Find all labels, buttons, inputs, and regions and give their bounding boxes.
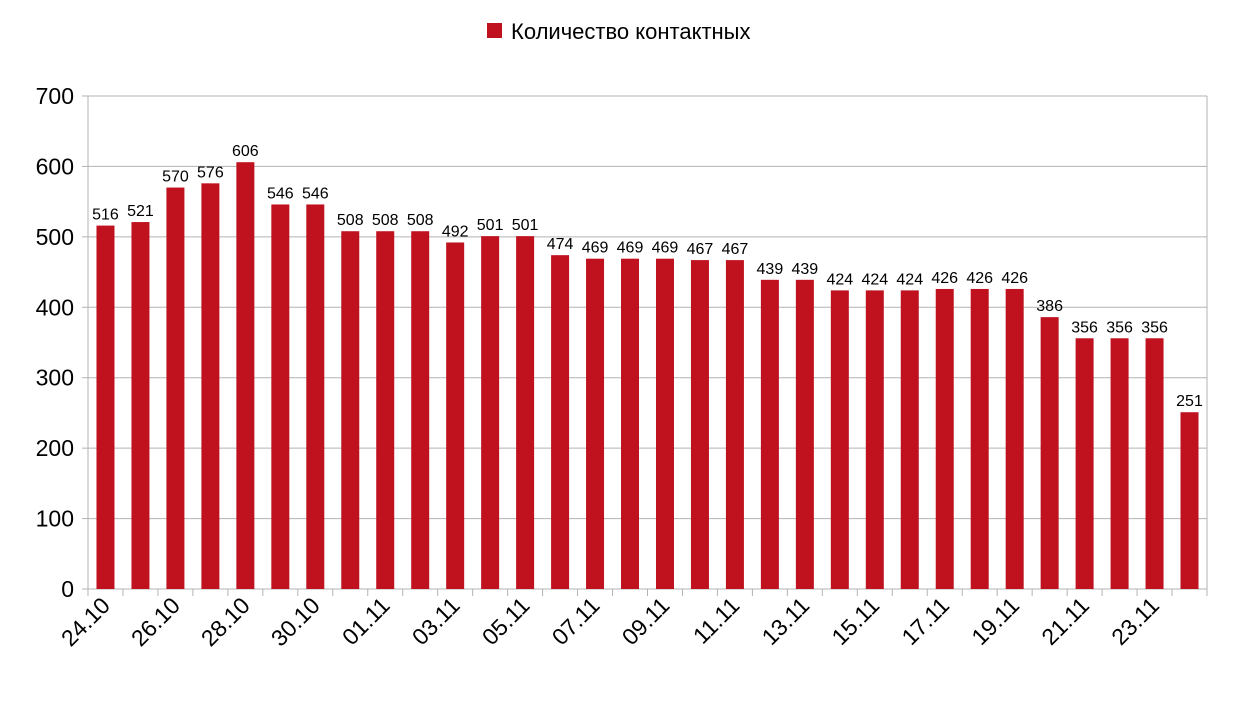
data-label-16.11: 424 bbox=[896, 271, 923, 288]
data-label-10.11: 467 bbox=[687, 241, 714, 258]
data-label-09.11: 469 bbox=[652, 240, 679, 257]
bar-13.11 bbox=[795, 279, 814, 589]
x-tick-label-10: 13.11 bbox=[757, 592, 815, 650]
x-tick-label-12: 17.11 bbox=[896, 592, 954, 650]
data-label-14.11: 424 bbox=[826, 271, 853, 288]
bar-11.11 bbox=[725, 260, 744, 589]
x-tick-label-8: 09.11 bbox=[617, 592, 675, 650]
data-label-27.10: 576 bbox=[197, 164, 224, 181]
y-tick-label-3: 300 bbox=[36, 365, 74, 391]
data-label-05.11: 501 bbox=[512, 217, 539, 234]
x-tick-label-9: 11.11 bbox=[688, 592, 745, 649]
x-tick-label-13: 19.11 bbox=[966, 592, 1024, 650]
bar-03.11 bbox=[446, 242, 465, 589]
bar-15.11 bbox=[865, 290, 884, 589]
data-label-03.11: 492 bbox=[442, 223, 469, 240]
bar-16.11 bbox=[900, 290, 919, 589]
bar-29.10 bbox=[271, 204, 290, 589]
data-label-25.10: 521 bbox=[127, 203, 154, 220]
bar-14.11 bbox=[830, 290, 849, 589]
bar-05.11 bbox=[516, 236, 535, 589]
bar-25.10 bbox=[131, 222, 150, 589]
data-label-11.11: 467 bbox=[722, 241, 749, 258]
data-label-18.11: 426 bbox=[966, 270, 993, 287]
bar-31.10 bbox=[341, 231, 360, 590]
bar-22.11 bbox=[1110, 338, 1129, 589]
bar-26.10 bbox=[166, 187, 185, 590]
x-tick-label-2: 28.10 bbox=[196, 592, 255, 651]
y-axis-ticks: 0 100 200 300 400 500 600 700 bbox=[36, 83, 74, 602]
bars bbox=[96, 162, 1199, 590]
y-tick-label-1: 100 bbox=[36, 506, 74, 532]
data-label-06.11: 474 bbox=[547, 236, 574, 253]
bar-27.10 bbox=[201, 183, 220, 589]
bar-19.11 bbox=[1005, 288, 1024, 589]
bar-17.11 bbox=[935, 288, 954, 589]
bar-06.11 bbox=[551, 255, 570, 589]
x-tick-label-6: 05.11 bbox=[477, 592, 535, 650]
bar-24.10 bbox=[96, 225, 115, 590]
data-label-24.10: 516 bbox=[92, 207, 119, 224]
legend-label: Количество контактных bbox=[511, 19, 751, 44]
x-tick-label-7: 07.11 bbox=[547, 592, 605, 650]
data-label-26.10: 570 bbox=[162, 169, 189, 186]
y-tick-label-2: 200 bbox=[36, 435, 74, 461]
x-tick-label-14: 21.11 bbox=[1036, 592, 1094, 650]
data-label-13.11: 439 bbox=[792, 261, 819, 278]
data-label-21.11: 356 bbox=[1071, 319, 1098, 336]
bar-23.11 bbox=[1145, 338, 1164, 589]
data-label-24.11: 251 bbox=[1176, 393, 1203, 410]
y-tick-label-5: 500 bbox=[36, 224, 74, 250]
x-tick-label-1: 26.10 bbox=[126, 592, 185, 651]
data-label-15.11: 424 bbox=[861, 271, 888, 288]
legend-swatch bbox=[487, 23, 502, 38]
bar-09.11 bbox=[655, 258, 674, 589]
data-label-02.11: 508 bbox=[407, 212, 434, 229]
x-tick-label-15: 23.11 bbox=[1106, 592, 1164, 650]
y-tick-label-4: 400 bbox=[36, 294, 74, 320]
bar-01.11 bbox=[376, 231, 395, 590]
x-tick-label-3: 30.10 bbox=[266, 592, 325, 651]
x-tick-label-5: 03.11 bbox=[407, 592, 465, 650]
data-label-17.11: 426 bbox=[931, 270, 958, 287]
x-axis-ticks: 24.10 26.10 28.10 30.10 01.11 03.11 05.11 07.11… bbox=[56, 592, 1164, 651]
bar-02.11 bbox=[411, 231, 430, 590]
bar-20.11 bbox=[1040, 317, 1059, 589]
bar-18.11 bbox=[970, 288, 989, 589]
y-tick-label-6: 600 bbox=[36, 153, 74, 179]
data-label-07.11: 469 bbox=[582, 240, 609, 257]
data-label-01.11: 508 bbox=[372, 212, 399, 229]
data-label-28.10: 606 bbox=[232, 143, 259, 160]
data-label-31.10: 508 bbox=[337, 212, 364, 229]
bar-24.11 bbox=[1180, 412, 1199, 589]
bar-12.11 bbox=[760, 279, 779, 589]
x-tick-label-11: 15.11 bbox=[826, 592, 884, 650]
bar-28.10 bbox=[236, 162, 255, 589]
data-label-29.10: 546 bbox=[267, 185, 294, 202]
y-tick-label-7: 700 bbox=[36, 83, 74, 109]
data-label-22.11: 356 bbox=[1106, 319, 1133, 336]
legend: Количество контактных bbox=[487, 19, 751, 44]
y-tick-label-0: 0 bbox=[61, 576, 74, 602]
bar-07.11 bbox=[586, 258, 605, 589]
bar-21.11 bbox=[1075, 338, 1094, 589]
bar-04.11 bbox=[481, 236, 500, 589]
data-label-08.11: 469 bbox=[617, 240, 644, 257]
data-label-23.11: 356 bbox=[1141, 319, 1168, 336]
bar-30.10 bbox=[306, 204, 325, 589]
data-label-12.11: 439 bbox=[757, 261, 784, 278]
data-labels: 516 521 570 576 606 546 546 508 508 508 492 501 501 4… bbox=[92, 143, 1203, 410]
bar-10.11 bbox=[690, 260, 709, 589]
data-label-20.11: 386 bbox=[1036, 298, 1063, 315]
x-tick-label-4: 01.11 bbox=[337, 592, 395, 650]
data-label-19.11: 426 bbox=[1001, 270, 1028, 287]
data-label-30.10: 546 bbox=[302, 185, 329, 202]
bar-08.11 bbox=[621, 258, 640, 589]
data-label-04.11: 501 bbox=[477, 217, 504, 234]
